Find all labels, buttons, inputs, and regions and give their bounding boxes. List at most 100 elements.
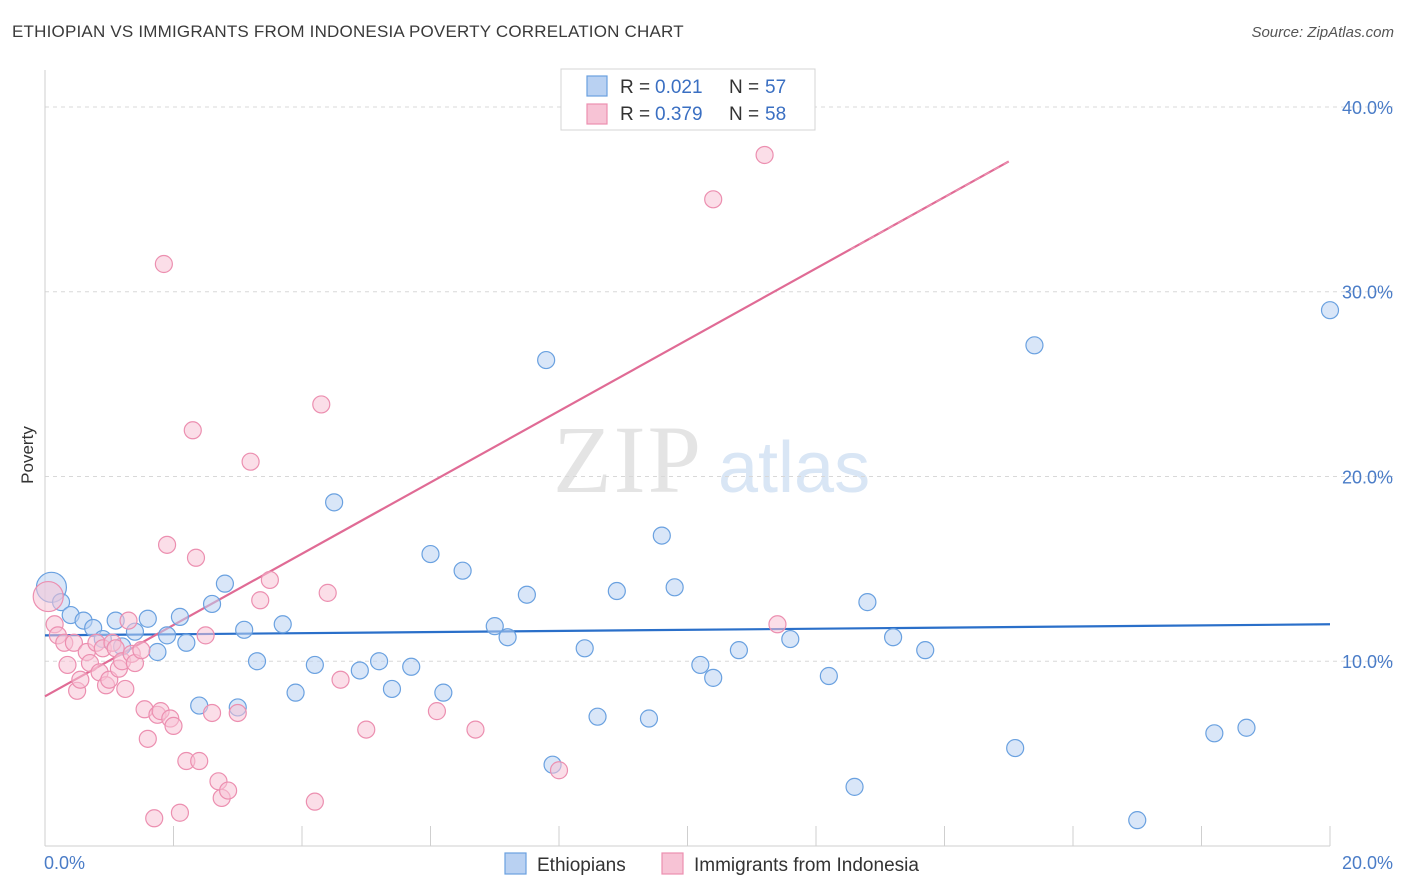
data-point-ethiopians	[421, 544, 440, 564]
data-point-ethiopians	[170, 607, 190, 626]
legend-r-label-2: R =	[620, 104, 650, 125]
data-point-ethiopians	[845, 777, 864, 796]
data-point-ethiopians	[517, 585, 536, 604]
legend-n-value-2: 58	[765, 104, 786, 125]
data-point-indonesia	[138, 729, 157, 748]
data-point-ethiopians	[382, 679, 402, 699]
y-tick-label: 10.0%	[1342, 652, 1393, 672]
data-point-indonesia	[466, 720, 485, 739]
data-point-ethiopians	[1128, 811, 1147, 830]
data-point-ethiopians	[639, 709, 659, 728]
data-point-ethiopians	[1025, 336, 1044, 355]
data-point-ethiopians	[1205, 724, 1224, 743]
data-point-indonesia	[357, 720, 376, 739]
data-point-indonesia	[196, 626, 215, 645]
watermark-atlas: atlas	[718, 428, 870, 508]
data-point-indonesia	[305, 792, 324, 811]
data-point-indonesia	[427, 702, 447, 721]
data-point-indonesia	[755, 145, 774, 165]
data-point-indonesia	[312, 395, 331, 414]
data-point-ethiopians	[325, 493, 344, 512]
data-points	[32, 145, 1340, 830]
y-tick-label: 20.0%	[1342, 467, 1393, 487]
bottom-legend-swatch-indonesia	[661, 852, 684, 875]
bottom-legend-label-indonesia: Immigrants from Indonesia	[694, 855, 919, 876]
y-tick-label: 40.0%	[1342, 98, 1393, 118]
data-point-indonesia	[132, 641, 151, 660]
legend-n-label-1: N =	[729, 77, 759, 98]
data-point-ethiopians	[691, 655, 710, 675]
data-point-ethiopians	[1237, 718, 1256, 737]
data-point-ethiopians	[434, 683, 453, 702]
data-point-ethiopians	[1006, 738, 1025, 758]
data-point-indonesia	[71, 670, 90, 689]
data-point-ethiopians	[177, 633, 196, 652]
data-point-indonesia	[170, 803, 190, 822]
data-point-ethiopians	[202, 594, 222, 614]
bottom-legend: Ethiopians Immigrants from Indonesia	[504, 852, 919, 876]
legend-swatch-indonesia	[586, 103, 608, 125]
legend-swatch-ethiopians	[586, 75, 608, 97]
data-point-ethiopians	[148, 642, 167, 662]
data-point-indonesia	[318, 583, 337, 602]
data-point-indonesia	[190, 751, 209, 771]
grid-lines	[45, 106, 1395, 662]
data-point-indonesia	[154, 254, 173, 274]
data-point-ethiopians	[652, 526, 671, 545]
data-point-ethiopians	[273, 615, 292, 634]
data-point-ethiopians	[588, 707, 607, 726]
data-point-indonesia	[251, 591, 270, 610]
data-point-indonesia	[202, 703, 222, 723]
data-point-ethiopians	[402, 657, 421, 676]
trend-line-0	[44, 623, 1331, 637]
data-point-indonesia	[219, 781, 238, 800]
data-point-indonesia	[183, 421, 202, 440]
data-point-indonesia	[260, 570, 279, 590]
data-point-ethiopians	[916, 641, 935, 660]
data-point-indonesia	[157, 535, 177, 554]
data-point-ethiopians	[819, 666, 838, 686]
data-point-ethiopians	[883, 628, 903, 647]
data-point-indonesia	[64, 633, 84, 652]
data-point-indonesia	[768, 615, 787, 634]
data-point-ethiopians	[781, 629, 800, 649]
data-point-indonesia	[186, 548, 206, 567]
data-point-indonesia	[704, 190, 723, 209]
legend-r-value-1: 0.021	[655, 77, 703, 98]
data-point-ethiopians	[607, 581, 626, 601]
trend-line-dashed-1	[850, 160, 1010, 250]
y-tick-label: 30.0%	[1342, 283, 1393, 303]
data-point-ethiopians	[1320, 301, 1340, 320]
data-point-ethiopians	[485, 617, 504, 636]
axes	[44, 70, 1331, 847]
data-point-indonesia	[228, 703, 247, 723]
legend-r-value-2: 0.379	[655, 104, 703, 125]
y-axis-title: Poverty	[18, 426, 37, 484]
x-tick-label: 20.0%	[1342, 853, 1393, 873]
chart-title: ETHIOPIAN VS IMMIGRANTS FROM INDONESIA P…	[12, 22, 684, 41]
data-point-ethiopians	[157, 626, 177, 645]
data-point-indonesia	[116, 679, 135, 699]
data-point-indonesia	[145, 809, 164, 828]
data-point-indonesia	[32, 580, 64, 613]
data-point-ethiopians	[575, 639, 594, 658]
data-point-ethiopians	[453, 561, 472, 580]
x-tick-label: 0.0%	[44, 853, 85, 873]
data-point-ethiopians	[215, 574, 234, 593]
data-point-ethiopians	[138, 609, 157, 628]
chart-source: Source: ZipAtlas.com	[1251, 24, 1394, 41]
watermark-zip: ZIP	[553, 406, 703, 513]
data-point-ethiopians	[247, 652, 267, 671]
bottom-legend-label-ethiopians: Ethiopians	[537, 855, 626, 876]
data-point-indonesia	[164, 716, 183, 736]
data-point-ethiopians	[665, 578, 684, 597]
data-point-ethiopians	[858, 593, 877, 612]
legend-n-value-1: 57	[765, 77, 786, 98]
data-point-indonesia	[331, 670, 350, 689]
data-point-indonesia	[58, 655, 77, 675]
data-point-ethiopians	[235, 620, 254, 639]
bottom-legend-swatch-ethiopians	[504, 852, 527, 875]
data-point-ethiopians	[729, 641, 749, 660]
data-point-ethiopians	[350, 661, 369, 680]
